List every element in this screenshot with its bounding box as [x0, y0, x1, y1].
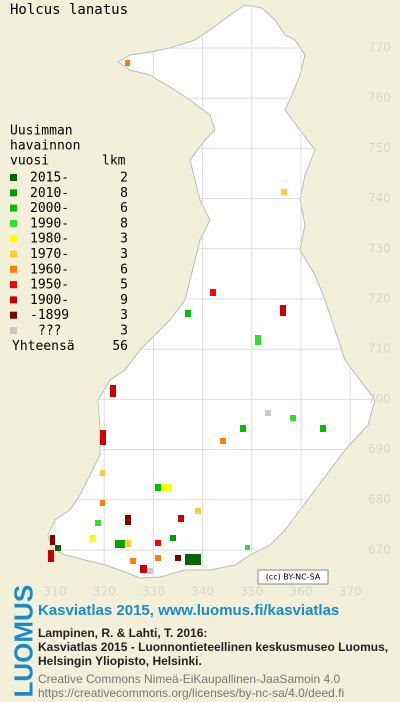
legend-swatch	[10, 219, 17, 227]
license-1: Creative Commons Nimeä-EiKaupallinen-Jaa…	[38, 672, 341, 686]
y-label: 750	[368, 141, 391, 155]
legend-count: 3	[120, 308, 128, 323]
axes: 770 760 750 740 730 720 710 700 690 680 670 310 320 3…	[44, 41, 391, 599]
citation-2: Kasviatlas 2015 - Luonnontieteellinen ke…	[38, 640, 389, 654]
legend-swatch	[10, 281, 17, 289]
legend-count: 3	[120, 324, 128, 339]
legend-count: 3	[120, 232, 128, 247]
citation-1: Lampinen, R. & Lahti, T. 2016:	[38, 626, 208, 640]
legend-count: 2	[120, 171, 128, 186]
legend-label: 1980-	[30, 232, 69, 247]
legend-label: 1950-	[30, 278, 69, 293]
legend-swatch	[10, 204, 17, 212]
legend-count: 6	[120, 262, 128, 277]
legend-total: 56	[112, 339, 128, 354]
y-label: 680	[368, 492, 391, 506]
footer-link[interactable]: Kasviatlas 2015, www.luomus.fi/kasviatla…	[38, 602, 340, 619]
legend-swatch	[10, 174, 17, 181]
y-label: 760	[368, 91, 391, 105]
legend-label: 1960-	[30, 262, 69, 277]
legend-swatch	[10, 296, 17, 304]
map-title: Holcus lanatus	[10, 2, 128, 18]
x-label: 350	[240, 585, 263, 599]
y-label: 700	[368, 392, 391, 406]
legend-total-label: Yhteensä	[12, 339, 75, 354]
legend-heading: havainnon	[10, 139, 80, 154]
legend-count: 8	[120, 186, 128, 201]
cc-badge-text: (cc) BY-NC-SA	[266, 573, 321, 582]
legend-col-year: vuosi	[10, 154, 49, 169]
observations	[48, 60, 326, 574]
y-label: 720	[368, 292, 391, 306]
legend-label: -1899	[30, 308, 69, 323]
legend-count: 9	[120, 293, 128, 308]
y-label: 740	[368, 191, 391, 205]
legend-count: 3	[120, 247, 128, 262]
legend-swatch	[10, 311, 17, 319]
y-label: 690	[368, 442, 391, 456]
y-label: 730	[368, 241, 391, 255]
legend-label: ???	[38, 324, 61, 339]
x-label: 330	[142, 585, 165, 599]
cc-badge	[257, 569, 329, 585]
logo-text: LUOMUS	[8, 584, 39, 698]
legend-count: 5	[120, 278, 128, 293]
legend-count: 8	[120, 216, 128, 231]
x-label: 370	[339, 585, 362, 599]
legend-label: 2015-	[30, 171, 69, 186]
legend-heading: Uusimman	[10, 124, 73, 139]
legend-col-count: lkm	[102, 154, 126, 169]
citation-3: Helsingin Yliopisto, Helsinki.	[38, 654, 202, 668]
x-label: 340	[191, 585, 214, 599]
y-label: 670	[368, 543, 391, 557]
legend-label: 2010-	[30, 186, 69, 201]
legend-swatch	[10, 189, 17, 197]
legend-label: 2000-	[30, 201, 69, 216]
x-label: 360	[290, 585, 313, 599]
legend-swatch	[10, 265, 17, 273]
legend-swatch	[10, 327, 17, 334]
legend-label: 1990-	[30, 216, 69, 231]
x-label: 310	[44, 585, 67, 599]
legend-label: 1900-	[30, 293, 69, 308]
logo: LUOMUS	[6, 585, 39, 698]
legend-swatch	[10, 250, 17, 258]
license-2[interactable]: https://creativecommons.org/licenses/by-…	[38, 686, 345, 700]
legend-count: 6	[120, 201, 128, 216]
y-label: 770	[368, 41, 391, 55]
x-label: 320	[93, 585, 116, 599]
legend-swatch	[10, 235, 17, 243]
legend-label: 1970-	[30, 247, 69, 262]
y-label: 710	[368, 342, 391, 356]
